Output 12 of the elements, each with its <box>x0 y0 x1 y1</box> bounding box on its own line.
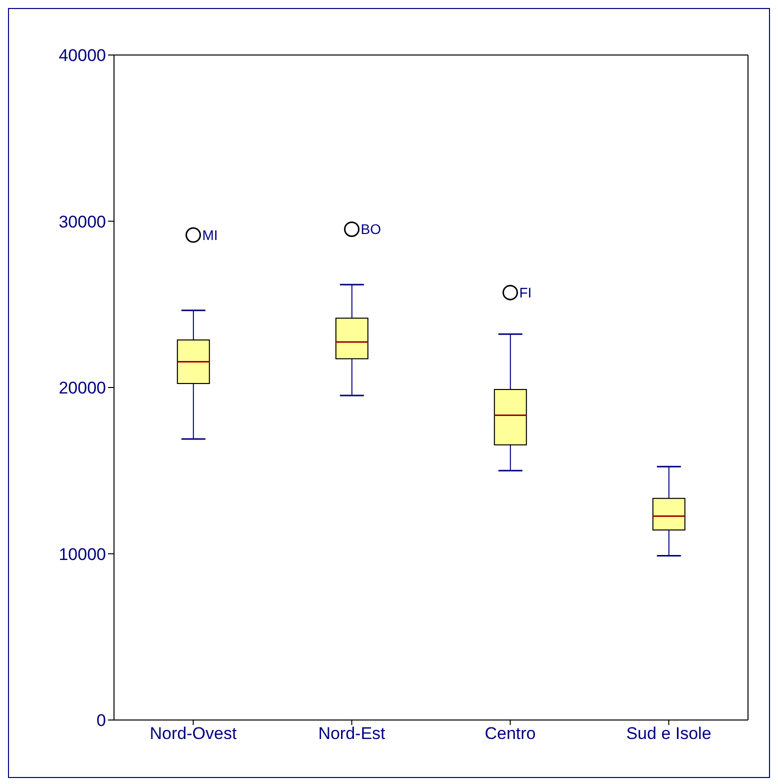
x-tick-label: Nord-Ovest <box>150 724 237 744</box>
y-tick-label: 0 <box>96 711 106 730</box>
y-tick-label: 40000 <box>58 46 106 66</box>
annotation: BO <box>360 221 382 238</box>
annotation: FI <box>519 284 532 301</box>
x-tick-label: Nord-Est <box>318 724 386 744</box>
y-tick-label: 10000 <box>58 544 106 564</box>
annotation: MI <box>202 227 218 244</box>
y-tick-label: 30000 <box>58 212 106 232</box>
x-tick-label: Sud e Isole <box>626 724 712 744</box>
y-tick-label: 20000 <box>58 378 106 398</box>
x-tick-label: Centro <box>484 724 536 744</box>
